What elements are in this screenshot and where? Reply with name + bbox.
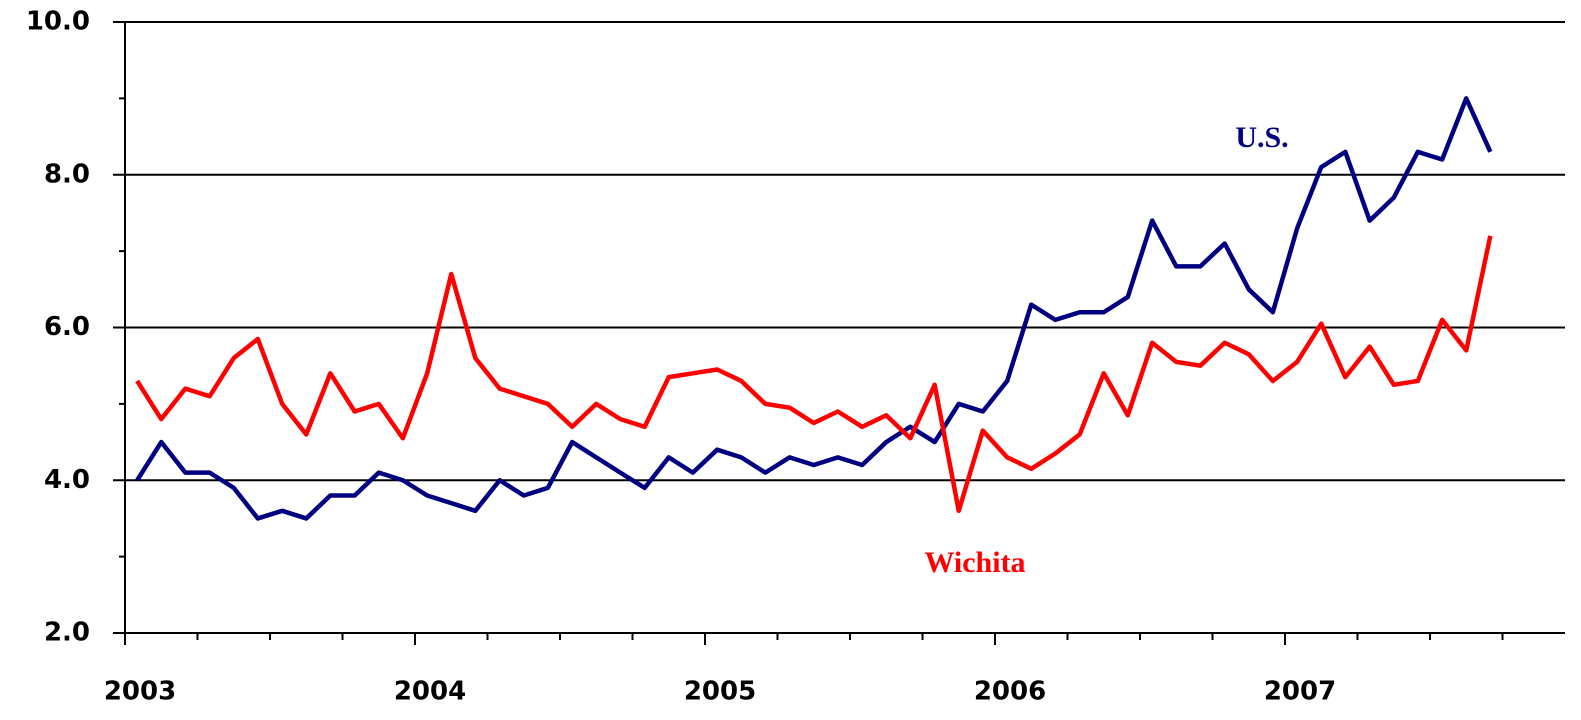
x-tick-label: 2003 — [104, 677, 176, 707]
x-tick-label: 2006 — [974, 677, 1046, 707]
y-tick-label: 4.0 — [44, 465, 90, 495]
x-tick-label: 2005 — [684, 677, 756, 707]
x-tick-label: 2007 — [1264, 677, 1336, 707]
x-tick-label: 2004 — [394, 677, 466, 707]
y-tick-label: 8.0 — [44, 159, 90, 189]
line-series — [135, 96, 1493, 521]
y-tick-label: 2.0 — [44, 618, 90, 648]
annotation: U.S. — [1235, 121, 1288, 154]
y-tick-label: 10.0 — [26, 7, 90, 37]
annotation: Wichita — [924, 546, 1025, 579]
line-series — [135, 235, 1493, 514]
y-tick-label: 6.0 — [44, 312, 90, 342]
